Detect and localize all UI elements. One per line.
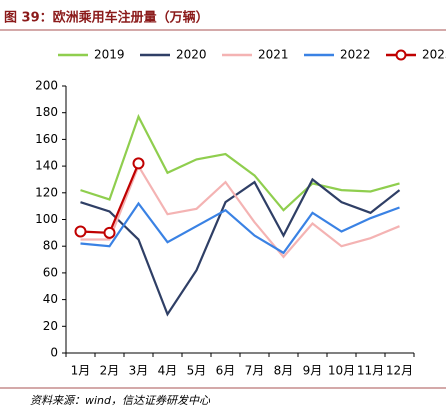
series-line	[80, 201, 400, 255]
x-tick-label: 2月	[100, 364, 120, 378]
y-tick-label: 0	[50, 346, 58, 360]
x-tick-label: 4月	[158, 364, 178, 378]
x-tick-label: 12月	[386, 364, 413, 378]
legend-label: 2020	[176, 48, 207, 62]
y-tick-label: 200	[35, 79, 58, 93]
y-tick-label: 120	[35, 185, 58, 199]
series-line	[80, 163, 400, 259]
x-tick-label: 1月	[71, 364, 91, 378]
y-tick-label: 60	[43, 265, 58, 279]
x-tick-label: 8月	[274, 364, 294, 378]
y-tick-label: 80	[43, 239, 58, 253]
y-tick-label: 140	[35, 159, 58, 173]
y-tick-label: 100	[35, 212, 58, 226]
x-tick-label: 7月	[245, 364, 265, 378]
series-line	[80, 113, 400, 212]
y-tick-label: 40	[43, 292, 58, 306]
legend-label: 2019	[94, 48, 125, 62]
x-tick-label: 6月	[216, 364, 236, 378]
x-tick-label: 10月	[328, 364, 355, 378]
legend-label: 2021	[258, 48, 289, 62]
point	[74, 225, 87, 238]
y-tick-label: 20	[43, 319, 58, 333]
y-tick-label: 160	[35, 132, 58, 146]
x-tick-label: 5月	[187, 364, 207, 378]
legend-marker	[395, 49, 407, 61]
chart-title: 图 39：欧洲乘用车注册量（万辆）	[4, 10, 209, 26]
y-tick-label: 180	[35, 105, 58, 119]
x-tick-label: 9月	[303, 364, 323, 378]
x-tick-label: 3月	[129, 364, 149, 378]
source: 资料来源：wind，信达证券研发中心	[30, 394, 211, 407]
point	[132, 157, 145, 170]
x-tick-label: 11月	[357, 364, 384, 378]
point	[103, 226, 116, 239]
series-line	[80, 177, 401, 317]
legend-label: 2023	[422, 48, 446, 62]
legend-label: 2022	[340, 48, 371, 62]
